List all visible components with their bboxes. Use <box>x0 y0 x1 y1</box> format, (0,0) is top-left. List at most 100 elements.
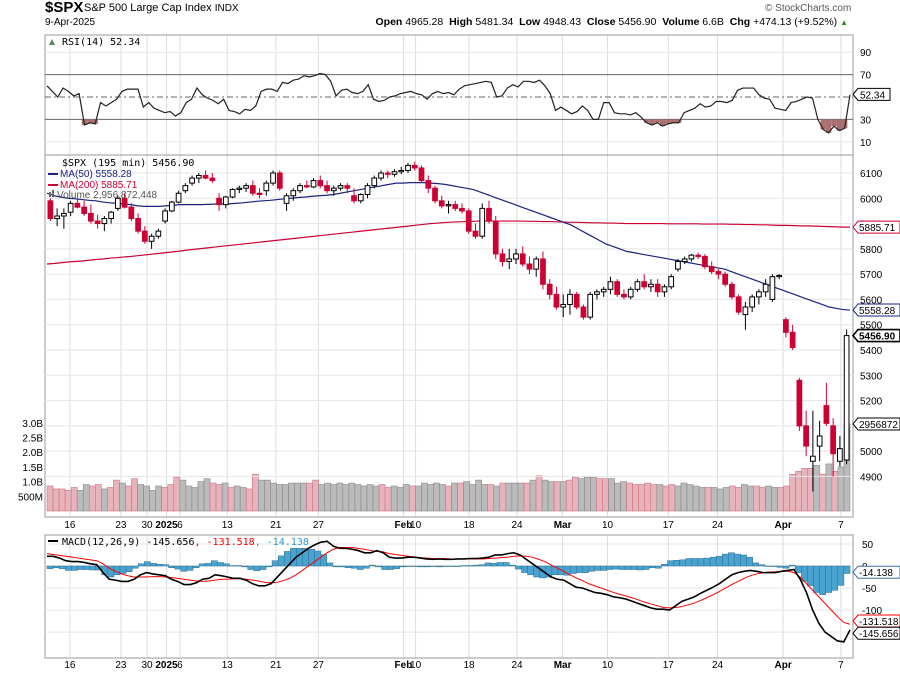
candle-body <box>263 182 270 192</box>
macd-hist-bar <box>357 565 364 570</box>
volume-bar <box>384 487 392 512</box>
macd-hist-bar <box>740 554 747 567</box>
macd-hist-bar <box>350 565 358 569</box>
candle <box>209 173 216 184</box>
volume-legend-icon <box>49 192 51 197</box>
volume-bar <box>831 470 839 512</box>
rsi-oversold-fill <box>659 119 666 127</box>
candle-body <box>621 293 627 298</box>
macd-hist-bar <box>399 565 407 568</box>
signal-tag-text: -131.518 <box>859 617 899 628</box>
volume-bar <box>282 484 289 512</box>
x-tick-label: 2025 <box>155 520 178 531</box>
macd-hist-bar <box>606 565 614 570</box>
volume-bar <box>662 485 670 512</box>
volume-bar <box>125 485 132 512</box>
macd-hist-bar <box>642 565 650 570</box>
candle <box>324 180 330 194</box>
macd-hist-bar <box>454 565 461 567</box>
macd-hist-bar <box>819 565 826 595</box>
volume-bar <box>336 482 344 512</box>
candle-body <box>195 175 202 179</box>
volume-bar <box>360 485 368 512</box>
macd-lines <box>46 540 851 643</box>
volume-bar <box>668 484 676 512</box>
candle <box>722 271 729 287</box>
candle-body <box>128 206 135 220</box>
volume-bar <box>650 484 658 512</box>
rsi-tick-label: 70 <box>860 71 872 82</box>
candle-body <box>432 187 438 202</box>
candle <box>243 183 249 192</box>
macd-hist-bar <box>685 558 693 567</box>
volume-bar <box>608 478 615 512</box>
macd-legend-signal: -131.518 <box>207 537 255 548</box>
candle <box>128 203 135 222</box>
candle-body <box>405 164 411 171</box>
candle-body <box>54 215 60 220</box>
candle-body <box>843 335 850 461</box>
candle <box>830 418 836 477</box>
macd-legend-sep1: , <box>194 537 206 548</box>
rsi-oversold-fill <box>665 119 671 124</box>
candle-body <box>729 283 735 298</box>
macd-hist-bar <box>807 565 814 587</box>
candle-body <box>513 253 519 260</box>
volume-bar <box>46 485 54 512</box>
ma50-tag: 5558.28 <box>852 303 900 317</box>
volume-bar <box>692 485 700 512</box>
volume-bars <box>46 423 851 512</box>
candle <box>249 180 256 196</box>
hist-tag-text: -14.138 <box>859 568 893 579</box>
candle <box>81 200 87 216</box>
volume-bar <box>233 485 241 512</box>
rsi-title: RSI(14) 52.34 <box>62 37 140 48</box>
candle <box>168 200 175 213</box>
volume-tag-box <box>852 417 900 431</box>
volume-bar <box>614 482 621 512</box>
candle-body <box>614 281 621 295</box>
volume-bar <box>76 490 84 512</box>
close-tag-box <box>851 328 900 343</box>
volume-bar <box>64 490 72 512</box>
candle-body <box>594 291 600 295</box>
candle <box>641 274 648 290</box>
x-tick-label: 27 <box>313 520 325 531</box>
candle <box>837 435 843 467</box>
candle-body <box>94 220 101 225</box>
rsi-oversold-fill <box>649 119 655 125</box>
volume-bar <box>511 482 519 512</box>
price-value-tags: 5885.71 5558.28 5456.90 2956872 <box>851 220 900 431</box>
candle <box>681 256 688 265</box>
macd-hist-bar <box>71 565 78 571</box>
rsi-oversold-fill <box>87 119 93 123</box>
candle <box>513 248 519 265</box>
signal-tag-box <box>852 614 900 628</box>
candle <box>607 276 614 295</box>
ma200-tag-box <box>852 220 900 234</box>
volume-bar <box>288 482 295 512</box>
candle <box>843 329 850 465</box>
x-tick-label: 30 <box>142 660 154 671</box>
volume-bar <box>167 484 175 512</box>
candle <box>236 185 243 194</box>
candle-body <box>229 188 236 198</box>
volume-bar <box>348 482 356 512</box>
ma50-tag-text: 5558.28 <box>859 306 896 317</box>
candle <box>54 208 60 227</box>
macd-legend-name: MACD(12,26,9) <box>62 537 140 548</box>
candle-body <box>256 192 263 195</box>
volume-bar <box>517 482 525 512</box>
ma200-legend: MA(200) 5885.71 <box>60 180 138 191</box>
volume-bar <box>541 479 549 512</box>
x-tick-label: 17 <box>663 660 675 671</box>
candle <box>540 251 546 290</box>
macd-hist-bar <box>655 565 662 569</box>
macd-hist-bar <box>217 562 224 567</box>
volume-bar <box>161 487 169 512</box>
volume-bar <box>390 485 398 512</box>
price-tick-label: 5000 <box>860 447 883 458</box>
grid-lines <box>69 35 842 658</box>
candle <box>330 185 337 196</box>
